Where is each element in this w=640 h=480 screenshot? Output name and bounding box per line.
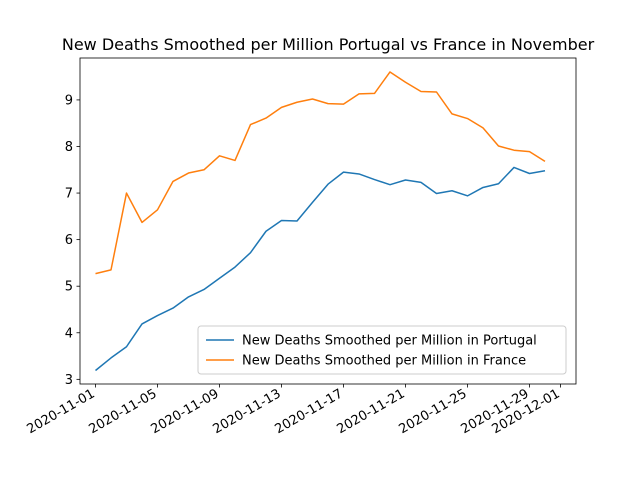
y-tick-label: 8 [65,140,73,155]
chart-title: New Deaths Smoothed per Million Portugal… [62,35,595,54]
y-tick-label: 7 [65,187,73,202]
y-tick-label: 6 [65,233,73,248]
y-tick-label: 9 [65,93,73,108]
legend-box [197,325,567,375]
y-tick-label: 5 [65,280,73,295]
y-tick-label: 4 [65,326,73,341]
series-line-2 [95,71,546,275]
y-tick-label: 3 [65,373,73,388]
series-line-1 [95,166,546,372]
axes-frame [79,57,577,385]
legend-label-2: New Deaths Smoothed per Million in Franc… [242,354,526,369]
legend-label-1: New Deaths Smoothed per Million in Portu… [242,334,537,349]
